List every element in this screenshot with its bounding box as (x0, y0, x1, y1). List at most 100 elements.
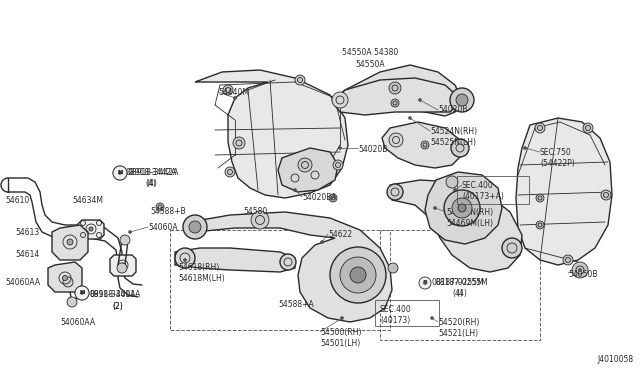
Polygon shape (52, 225, 88, 260)
Text: N: N (117, 170, 123, 176)
Circle shape (223, 85, 233, 95)
Circle shape (175, 248, 195, 268)
Circle shape (81, 292, 83, 295)
Bar (380, 230, 540, 340)
Circle shape (536, 221, 544, 229)
Text: 08187-0255M: 08187-0255M (435, 278, 488, 287)
Polygon shape (195, 70, 348, 198)
Text: N: N (79, 291, 84, 295)
Text: 54588+A: 54588+A (278, 300, 314, 309)
Polygon shape (333, 78, 462, 115)
Circle shape (280, 254, 296, 270)
Circle shape (63, 277, 73, 287)
Circle shape (579, 269, 582, 272)
Text: 54060A: 54060A (148, 223, 178, 232)
Circle shape (234, 96, 237, 99)
Polygon shape (278, 148, 338, 192)
Circle shape (458, 204, 466, 212)
Polygon shape (390, 180, 522, 272)
Circle shape (419, 99, 422, 102)
Circle shape (129, 231, 131, 234)
Text: 54468N(RH): 54468N(RH) (446, 208, 493, 217)
Circle shape (67, 239, 73, 245)
Text: 08918-3442A: 08918-3442A (128, 168, 179, 177)
Polygon shape (382, 122, 462, 168)
Polygon shape (425, 172, 502, 244)
Text: 54020B: 54020B (358, 145, 387, 154)
Text: 54622: 54622 (328, 230, 352, 239)
Circle shape (321, 241, 323, 244)
Text: 54050B: 54050B (568, 270, 598, 279)
Circle shape (433, 206, 436, 209)
Text: (2): (2) (112, 302, 123, 311)
Circle shape (294, 189, 296, 192)
Polygon shape (78, 220, 104, 239)
Polygon shape (175, 248, 295, 272)
Circle shape (444, 190, 480, 226)
Circle shape (329, 194, 337, 202)
Circle shape (113, 166, 127, 180)
Circle shape (583, 123, 593, 133)
Circle shape (452, 198, 472, 218)
Circle shape (67, 297, 77, 307)
Circle shape (524, 147, 527, 150)
Text: 54521(LH): 54521(LH) (438, 329, 478, 338)
Circle shape (189, 221, 201, 233)
Text: 08187-0255M: 08187-0255M (432, 278, 484, 287)
Circle shape (121, 263, 125, 267)
Circle shape (332, 92, 348, 108)
Circle shape (118, 171, 122, 174)
Text: 54618M(LH): 54618M(LH) (178, 274, 225, 283)
Text: 54610: 54610 (5, 196, 29, 205)
Circle shape (156, 203, 164, 211)
Circle shape (424, 282, 426, 285)
Circle shape (75, 286, 89, 300)
Circle shape (536, 194, 544, 202)
Text: 54520(RH): 54520(RH) (438, 318, 479, 327)
Text: (40173+A): (40173+A) (462, 192, 504, 201)
Text: 54588+B: 54588+B (150, 207, 186, 216)
Text: 54525N(LH): 54525N(LH) (430, 138, 476, 147)
Text: 54020B: 54020B (438, 105, 467, 114)
Circle shape (340, 257, 376, 293)
Text: 54580: 54580 (243, 207, 268, 216)
Text: 54500(RH): 54500(RH) (320, 328, 362, 337)
Text: 54613: 54613 (15, 228, 39, 237)
Circle shape (89, 227, 93, 231)
Circle shape (251, 211, 269, 229)
Circle shape (456, 94, 468, 106)
Text: (4): (4) (146, 179, 157, 188)
Text: 54020BA: 54020BA (302, 193, 337, 202)
Circle shape (572, 262, 588, 278)
Text: 54501(LH): 54501(LH) (320, 339, 360, 348)
Circle shape (389, 82, 401, 94)
Text: N: N (117, 170, 123, 176)
Circle shape (451, 139, 469, 157)
Text: 08918-3401A: 08918-3401A (90, 290, 141, 299)
Bar (170, 230, 390, 330)
Text: 54614: 54614 (15, 250, 39, 259)
Circle shape (408, 116, 412, 119)
Circle shape (333, 160, 343, 170)
Circle shape (389, 133, 403, 147)
Text: SEC.400: SEC.400 (380, 305, 412, 314)
Text: 54060AA: 54060AA (5, 278, 40, 287)
Circle shape (431, 317, 433, 320)
Circle shape (563, 255, 573, 265)
Text: (2): (2) (112, 302, 123, 311)
Circle shape (419, 277, 431, 289)
Text: 8918-3401A: 8918-3401A (90, 290, 136, 299)
Text: 54550A: 54550A (355, 60, 385, 69)
Text: SEC.750: SEC.750 (540, 148, 572, 157)
Circle shape (421, 141, 429, 149)
Polygon shape (516, 118, 612, 265)
Text: 54634M: 54634M (72, 196, 103, 205)
Polygon shape (110, 255, 136, 276)
Circle shape (184, 259, 186, 262)
Circle shape (340, 317, 344, 320)
Circle shape (113, 166, 127, 180)
Circle shape (446, 176, 458, 188)
Circle shape (502, 238, 522, 258)
Circle shape (298, 158, 312, 172)
Text: 54550A 54380: 54550A 54380 (342, 48, 398, 57)
